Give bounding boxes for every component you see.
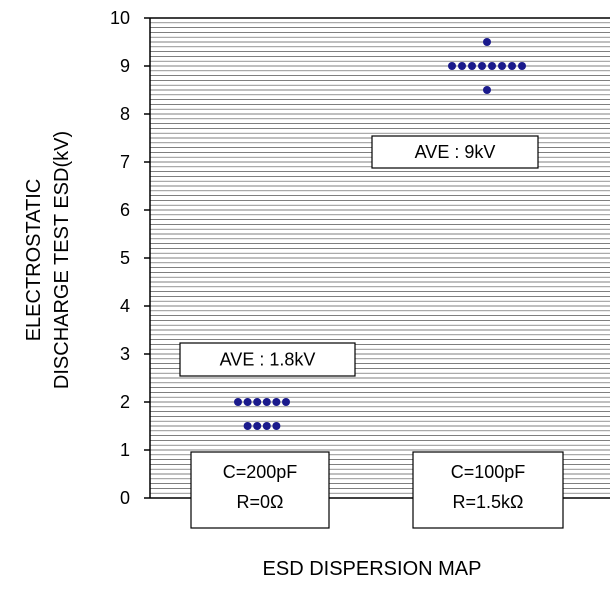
- data-point: [253, 422, 262, 430]
- condition-label: R=0Ω: [237, 492, 284, 512]
- data-point: [234, 398, 242, 406]
- data-point: [488, 62, 496, 70]
- data-point: [483, 38, 491, 46]
- data-point: [483, 86, 491, 94]
- average-label: AVE : 1.8kV: [220, 350, 316, 370]
- average-box: [371, 135, 539, 169]
- y-tick-label: 4: [120, 296, 130, 316]
- data-point: [262, 398, 271, 406]
- data-point: [272, 422, 281, 430]
- data-point: [243, 398, 252, 406]
- average-box: [179, 342, 356, 377]
- data-point: [272, 398, 281, 406]
- data-point: [253, 398, 262, 406]
- condition-box: [190, 451, 330, 529]
- data-point: [508, 62, 516, 70]
- y-tick-label: 3: [120, 344, 130, 364]
- condition-label: C=100pF: [451, 462, 526, 482]
- y-tick-label: 6: [120, 200, 130, 220]
- y-tick-label: 10: [110, 8, 130, 28]
- average-label: AVE : 9kV: [415, 142, 496, 162]
- data-point: [262, 422, 271, 430]
- data-points: [234, 38, 526, 430]
- y-tick-label: 9: [120, 56, 130, 76]
- data-point: [468, 62, 476, 70]
- data-point: [498, 62, 506, 70]
- data-point: [448, 62, 456, 70]
- y-tick-label: 1: [120, 440, 130, 460]
- y-axis-title-line-2: DISCHARGE TEST ESD(kV): [51, 131, 73, 389]
- y-axis-title-line-1: ELECTROSTATIC: [23, 179, 45, 342]
- y-tick-label: 8: [120, 104, 130, 124]
- y-tick-labels: 0 1 2 3 4 5 6 7 8 9 10: [110, 8, 130, 508]
- chart-caption: ESD DISPERSION MAP: [263, 558, 482, 580]
- condition-label: C=200pF: [223, 462, 298, 482]
- y-tick-label: 5: [120, 248, 130, 268]
- y-tick-label: 0: [120, 488, 130, 508]
- condition-label: R=1.5kΩ: [453, 492, 524, 512]
- y-tick-label: 2: [120, 392, 130, 412]
- annotation-boxes: C=200pF R=0Ω AVE : 1.8kV C=100pF R=1.5kΩ AVE …: [179, 135, 564, 529]
- data-point: [478, 62, 486, 70]
- data-point: [282, 398, 290, 406]
- data-point: [243, 422, 252, 430]
- data-point: [518, 62, 526, 70]
- condition-box: [412, 451, 564, 529]
- y-tick-label: 7: [120, 152, 130, 172]
- data-point: [458, 62, 466, 70]
